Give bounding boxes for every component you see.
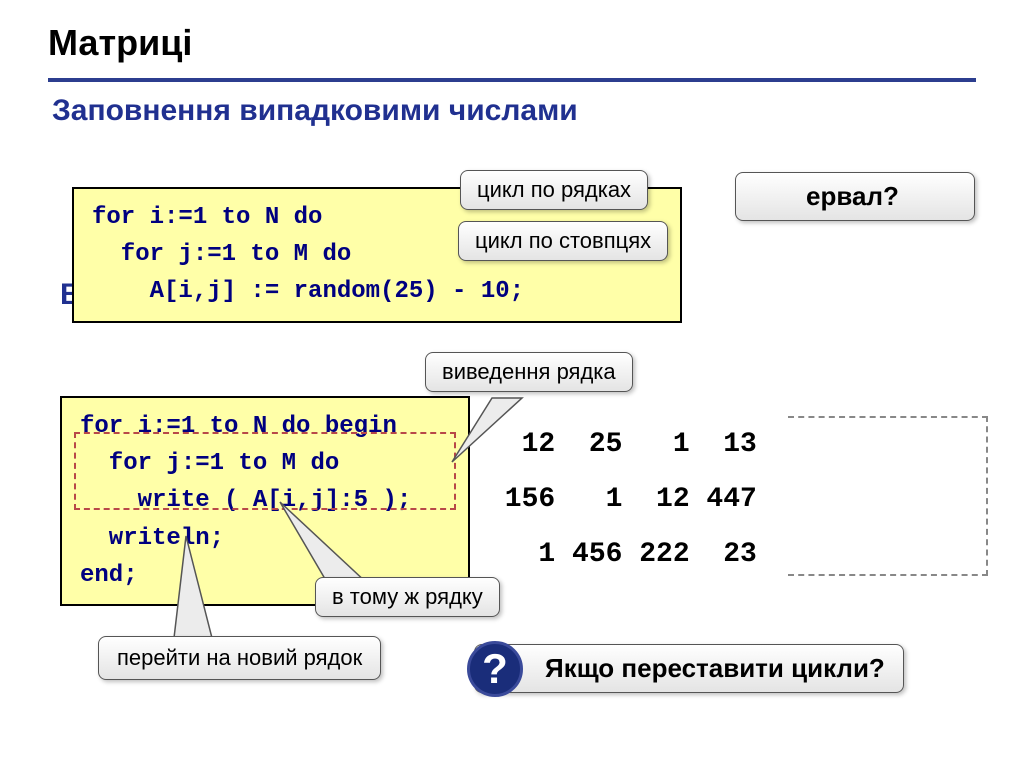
hint-new-row: перейти на новий рядок	[98, 636, 381, 680]
qmark-icon: ?	[467, 641, 523, 697]
output-row-3: 1 456 222 23	[488, 528, 757, 581]
output-dashed-border	[788, 416, 988, 576]
output-row-1: 12 25 1 13	[488, 418, 757, 471]
section1-title: Заповнення випадковими числами	[52, 94, 1024, 128]
output-row-2: 156 1 12 447	[488, 473, 757, 526]
question-swap-text: Якщо переставити цикли?	[545, 653, 885, 683]
divider-line	[48, 78, 976, 82]
question-swap: ? Якщо переставити цикли?	[474, 644, 904, 693]
slide-title: Матриці	[0, 0, 1024, 64]
hint-row-output: виведення рядка	[425, 352, 633, 392]
question-interval: ервал?	[735, 172, 975, 221]
hint-cols: цикл по стовпцях	[458, 221, 668, 261]
question-interval-text: ервал?	[806, 181, 899, 211]
code-block-output: for i:=1 to N do begin for j:=1 to M do …	[60, 396, 470, 606]
hint-rows: цикл по рядках	[460, 170, 648, 210]
hint-same-row: в тому ж рядку	[315, 577, 500, 617]
